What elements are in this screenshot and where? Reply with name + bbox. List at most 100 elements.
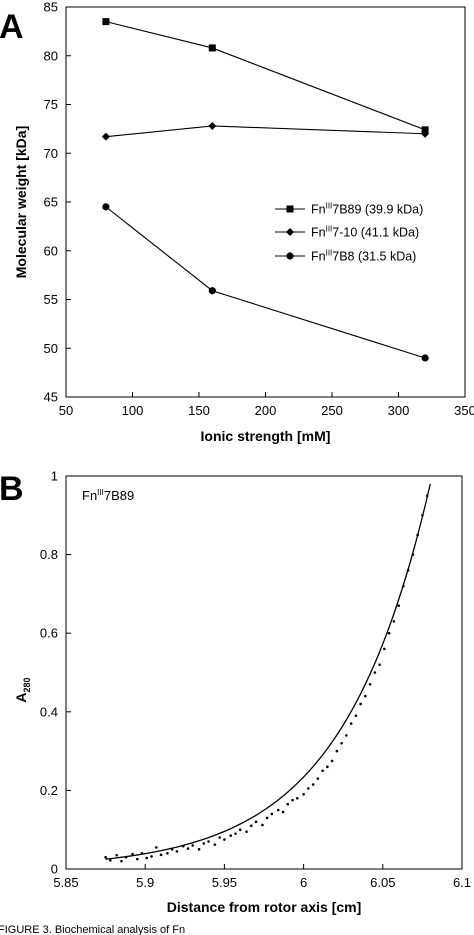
x-tick-label-b: 5.85 xyxy=(53,875,78,890)
legend-entry-square: FnIII7B89 (39.9 kDa) xyxy=(311,202,423,217)
data-point xyxy=(349,722,353,725)
sample-annotation-b-sup: III xyxy=(97,488,104,497)
y-tick-label-a: 65 xyxy=(44,195,58,210)
x-tick-label-b: 6.05 xyxy=(370,875,395,890)
legend-entry-diamond-rest: 7-10 (41.1 kDa) xyxy=(332,226,419,240)
data-point xyxy=(197,848,201,851)
data-point xyxy=(326,765,329,769)
panel-b-chart: B 0 0.2 0.4 0.6 0.8 1 5.85 5.9 5.95 6 6.05 6.1 Distan… xyxy=(0,469,471,916)
data-point xyxy=(254,820,258,824)
sample-annotation-b-base: Fn xyxy=(82,488,97,503)
y-tick-label-a: 50 xyxy=(44,341,58,356)
data-point-square xyxy=(208,44,216,52)
data-point xyxy=(181,844,185,848)
legend-entry-circle-sup: III xyxy=(326,249,333,258)
data-point xyxy=(135,857,139,861)
legend-entry-square-rest: 7B89 (39.9 kDa) xyxy=(332,203,423,217)
x-tick-label-b: 5.9 xyxy=(136,875,154,890)
x-tick-label-b: 5.95 xyxy=(212,875,237,890)
data-point xyxy=(104,855,107,859)
data-point xyxy=(364,694,367,698)
data-point xyxy=(345,734,348,737)
x-tick-label-a: 300 xyxy=(388,403,410,418)
series-line-square xyxy=(105,21,426,131)
data-point xyxy=(416,533,419,537)
data-point xyxy=(335,749,339,753)
plot-frame-b xyxy=(65,475,463,870)
panel-letter-a: A xyxy=(0,8,24,46)
data-point xyxy=(330,759,334,763)
y-tick-label-b: 0.8 xyxy=(40,547,58,562)
data-point xyxy=(340,741,343,745)
data-point xyxy=(392,620,396,623)
data-point-circle xyxy=(421,354,429,362)
legend-marker-square xyxy=(286,205,294,213)
data-point-diamond xyxy=(208,121,217,130)
legend-marker-circle xyxy=(286,252,294,260)
data-point xyxy=(218,836,221,839)
data-point xyxy=(307,787,310,790)
data-point xyxy=(109,859,112,862)
data-point xyxy=(250,824,253,828)
y-axis-label-b-base: A xyxy=(13,692,29,702)
data-point xyxy=(368,682,372,686)
x-axis-label-a: Ionic strength [mM] xyxy=(201,428,331,444)
x-tick-label-b: 6 xyxy=(300,875,307,890)
data-point xyxy=(166,851,169,855)
data-point-diamond xyxy=(101,132,110,141)
data-point xyxy=(207,840,210,843)
data-point xyxy=(175,850,179,853)
sample-annotation-b-rest: 7B89 xyxy=(104,488,134,503)
legend-marker-diamond xyxy=(286,228,294,236)
data-point xyxy=(229,834,233,837)
data-point xyxy=(270,812,274,816)
sample-annotation-b: FnIII7B89 xyxy=(82,488,134,503)
data-point xyxy=(302,793,305,796)
data-point xyxy=(213,843,217,846)
panel-letter-b: B xyxy=(0,470,24,508)
data-point xyxy=(115,853,118,857)
x-axis-label-b: Distance from rotor axis [cm] xyxy=(167,899,362,915)
x-tick-label-b: 6.1 xyxy=(453,875,471,890)
data-point xyxy=(425,494,429,497)
data-point xyxy=(170,848,174,851)
data-point-circle xyxy=(208,287,216,295)
data-point xyxy=(191,844,195,847)
data-point xyxy=(397,604,400,607)
data-point xyxy=(159,853,163,857)
data-point xyxy=(150,855,153,858)
x-tick-label-a: 200 xyxy=(255,403,277,418)
y-tick-label-b: 0.2 xyxy=(40,783,58,798)
data-point xyxy=(120,859,123,863)
y-tick-label-b: 0.6 xyxy=(40,626,58,641)
data-point xyxy=(124,855,128,859)
x-tick-label-a: 50 xyxy=(59,403,73,418)
legend-entry-circle: FnIII7B8 (31.5 kDa) xyxy=(311,249,416,264)
x-tick-label-a: 350 xyxy=(454,403,474,418)
y-axis-label-b-sub: 280 xyxy=(22,677,32,692)
data-point xyxy=(281,810,285,814)
legend-entry-diamond: FnIII7-10 (41.1 kDa) xyxy=(311,225,419,240)
data-point xyxy=(406,569,410,572)
x-tick-label-a: 100 xyxy=(122,403,144,418)
data-point xyxy=(359,702,362,706)
data-point xyxy=(202,842,206,845)
y-tick-label-a: 80 xyxy=(44,48,58,63)
y-tick-label-a: 85 xyxy=(44,0,58,15)
data-point xyxy=(261,823,264,827)
legend-entry-diamond-sup: III xyxy=(326,225,333,234)
data-point xyxy=(373,671,377,674)
data-point-circle xyxy=(102,203,110,211)
data-point-diamond xyxy=(421,129,430,138)
data-point xyxy=(131,852,134,856)
legend-entry-diamond-base: Fn xyxy=(311,226,326,240)
data-point xyxy=(402,584,405,588)
data-point xyxy=(154,846,158,849)
data-point xyxy=(378,663,381,666)
y-tick-label-a: 75 xyxy=(44,97,58,112)
data-point xyxy=(421,514,424,517)
data-point xyxy=(316,777,320,780)
legend-entry-circle-base: Fn xyxy=(311,250,326,264)
